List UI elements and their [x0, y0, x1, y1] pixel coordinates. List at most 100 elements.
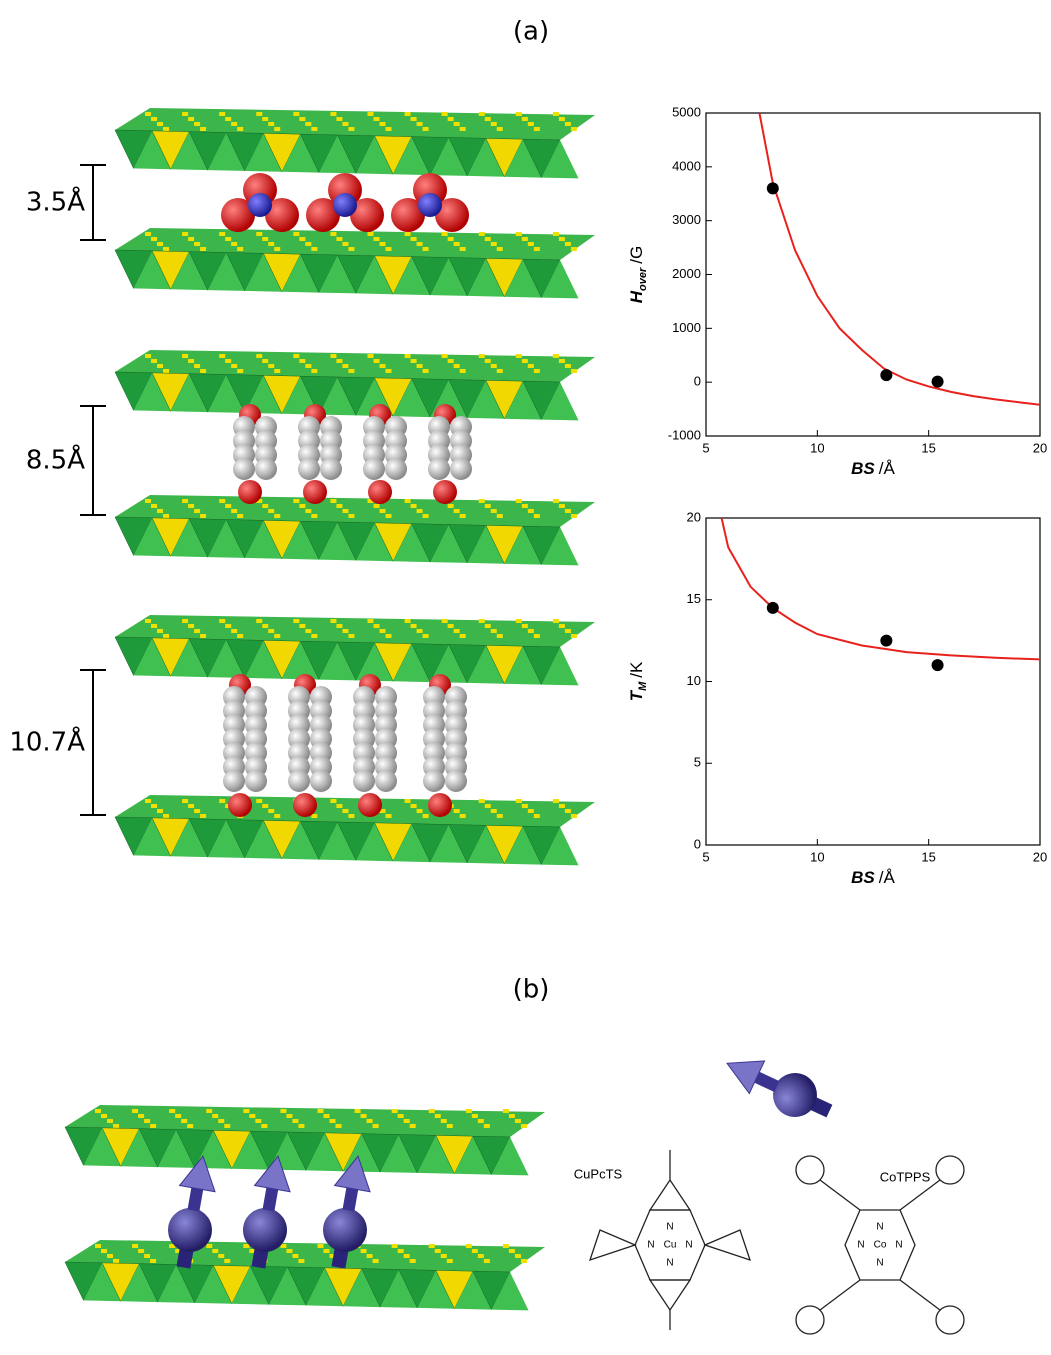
- metal-atom: Co: [874, 1240, 887, 1251]
- layer-dot: [187, 1124, 193, 1128]
- layer-dot: [398, 1249, 404, 1253]
- layer-dot: [374, 237, 380, 241]
- layer-dot: [454, 629, 460, 633]
- layer-dot: [311, 814, 317, 818]
- layer-dot: [559, 117, 565, 121]
- layer-dot: [528, 809, 534, 813]
- layer-dot: [268, 809, 274, 813]
- layer-dot: [336, 359, 342, 363]
- atom-h: [245, 770, 267, 792]
- layer-dot: [348, 127, 354, 131]
- layer-dot: [479, 619, 485, 623]
- atom-h: [445, 770, 467, 792]
- molecule-name: CuPcTS: [574, 1166, 623, 1181]
- layer-dot: [188, 237, 194, 241]
- layer-dot: [318, 1244, 324, 1248]
- layer-dot: [157, 364, 163, 368]
- layer-dot: [194, 509, 200, 513]
- layer: [115, 108, 595, 178]
- layer-dot: [274, 814, 280, 818]
- layer-dot: [460, 514, 466, 518]
- layer-dot: [163, 127, 169, 131]
- layer-dot: [286, 1114, 292, 1118]
- layer-dot: [237, 634, 243, 638]
- scale-bars: [80, 165, 106, 815]
- layer-dot: [219, 112, 225, 116]
- layer-dot: [373, 1259, 379, 1263]
- layer-dot: [330, 619, 336, 623]
- layer-dot: [497, 247, 503, 251]
- layer-dot: [559, 804, 565, 808]
- layer-dot: [368, 112, 374, 116]
- layer-dot: [380, 629, 386, 633]
- layer-dot: [355, 1109, 361, 1113]
- layer-dot: [150, 1124, 156, 1128]
- layer-dot: [404, 1254, 410, 1258]
- layer-dot: [138, 1249, 144, 1253]
- x-label-unit: /Å: [879, 459, 896, 478]
- layer-dot: [534, 514, 540, 518]
- layer-dot: [460, 247, 466, 251]
- atom-h: [288, 770, 310, 792]
- y-axis-label: TM/K: [627, 661, 648, 701]
- layer-dot: [194, 809, 200, 813]
- layer-dot: [188, 117, 194, 121]
- layer-dot: [522, 624, 528, 628]
- data-point: [880, 369, 892, 381]
- layer-dot: [565, 364, 571, 368]
- layer-dot: [516, 799, 522, 803]
- layer-dot: [219, 799, 225, 803]
- layer-dot: [485, 624, 491, 628]
- layer-dot: [411, 237, 417, 241]
- y-label-symbol: H: [627, 290, 646, 303]
- atom-o: [228, 793, 252, 817]
- layer-dot: [405, 619, 411, 623]
- layer-dot: [534, 369, 540, 373]
- layer-dot: [182, 112, 188, 116]
- layer-dot: [200, 514, 206, 518]
- layer-dot: [521, 1259, 527, 1263]
- layer-dot: [503, 1109, 509, 1113]
- layer-dot: [163, 369, 169, 373]
- layer-dot: [299, 504, 305, 508]
- atom: N: [895, 1240, 902, 1251]
- layer-dot: [256, 799, 262, 803]
- atom-h: [375, 770, 397, 792]
- layer-dot: [497, 634, 503, 638]
- layer-dot: [392, 1109, 398, 1113]
- layer-dot: [101, 1249, 107, 1253]
- layer-dot: [224, 1259, 230, 1263]
- y-tick-label: 0: [694, 836, 701, 851]
- layer-dot: [342, 364, 348, 368]
- layer-dot: [274, 127, 280, 131]
- atom-h: [450, 458, 472, 480]
- layer-dot: [442, 619, 448, 623]
- layer-dot: [237, 369, 243, 373]
- layer-dot: [516, 112, 522, 116]
- layer-dot: [336, 804, 342, 808]
- y-label-subscript: M: [637, 681, 649, 691]
- layer-dot: [231, 122, 237, 126]
- layer-dot: [218, 1254, 224, 1258]
- layer-dot: [268, 509, 274, 513]
- layer-dot: [528, 509, 534, 513]
- layer-dot: [101, 1114, 107, 1118]
- chart: -10000100020003000400050005101520BS/ÅHov…: [627, 104, 1047, 478]
- layer-dot: [219, 619, 225, 623]
- layer-dot: [497, 814, 503, 818]
- spacing-label: 8.5Å: [26, 444, 85, 476]
- layer-dot: [182, 799, 188, 803]
- figure: (a) (b) 3.5Å 8.5Å 10.7Å CuPcTS CoTPPS Cu…: [0, 0, 1051, 1355]
- layer-dot: [157, 242, 163, 246]
- layer-dot: [342, 122, 348, 126]
- layer-dot: [368, 232, 374, 236]
- layer-dot: [441, 1254, 447, 1258]
- layer-dot: [113, 1259, 119, 1263]
- layer-dot: [348, 369, 354, 373]
- atom-h: [310, 770, 332, 792]
- layer-dot: [374, 624, 380, 628]
- layer-dot: [95, 1109, 101, 1113]
- layer-dot: [200, 247, 206, 251]
- layer-dot: [429, 1244, 435, 1248]
- layer-dot: [368, 619, 374, 623]
